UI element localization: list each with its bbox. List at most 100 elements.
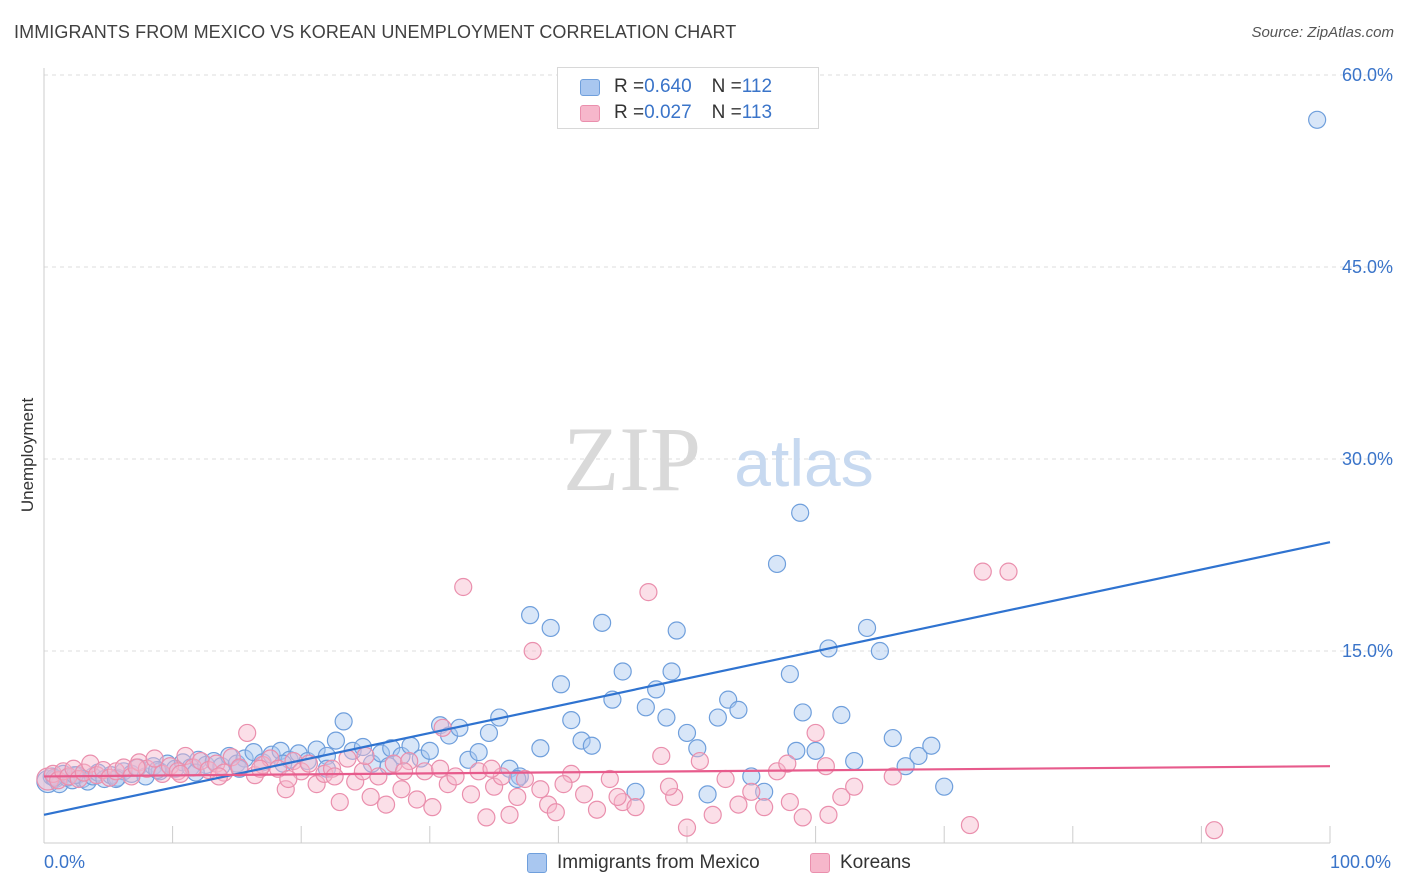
data-point (935, 777, 954, 796)
series-legend: Immigrants from Mexico Koreans (0, 852, 1406, 878)
data-point (394, 762, 414, 781)
data-point (392, 780, 411, 799)
data-point (508, 769, 527, 789)
legend-swatch-blue (580, 78, 600, 96)
data-point (326, 731, 346, 750)
data-point (334, 712, 353, 731)
data-point (742, 767, 761, 786)
data-point (659, 777, 679, 796)
legend-n-label: N = (711, 102, 742, 123)
data-point (755, 798, 774, 817)
data-point (587, 800, 607, 819)
y-tick-label: 60.0% (1342, 65, 1393, 85)
data-point (477, 808, 496, 827)
data-point (461, 785, 481, 804)
data-point (793, 808, 812, 827)
data-point (806, 741, 825, 760)
data-point (819, 805, 838, 824)
data-point (438, 775, 457, 794)
data-point (778, 754, 797, 773)
data-point (145, 749, 164, 768)
data-point (317, 759, 337, 778)
data-point (430, 759, 450, 778)
trend-line-mexico (43, 541, 1331, 816)
data-point (238, 723, 257, 743)
data-point (1308, 110, 1327, 129)
data-point (433, 718, 452, 737)
data-point (575, 785, 594, 804)
watermark: ZIP atlas (563, 408, 874, 510)
data-point (508, 787, 527, 807)
data-point (816, 757, 835, 776)
watermark-zip: ZIP (563, 408, 701, 510)
data-point (806, 723, 825, 743)
data-point (500, 805, 519, 824)
series-koreans (36, 562, 1224, 840)
legend-item-mexico: Immigrants from Mexico (527, 852, 760, 874)
data-point (454, 577, 473, 597)
data-point (857, 618, 877, 638)
data-point (546, 803, 565, 822)
data-point (407, 790, 427, 809)
data-point (171, 764, 190, 783)
data-point (361, 787, 380, 807)
data-point (562, 711, 581, 730)
legend-swatch-pink (580, 104, 600, 122)
legend-r-value: 0.027 (644, 102, 692, 123)
data-point (780, 792, 799, 812)
data-point (482, 759, 501, 778)
legend-r-label: R = (614, 76, 645, 97)
data-point (127, 758, 146, 777)
data-point (626, 782, 645, 801)
data-point (531, 739, 550, 758)
data-point (279, 769, 298, 789)
legend-row-mexico: R = 0.640 N = 112 (580, 75, 772, 99)
data-point (677, 723, 697, 743)
data-point (703, 805, 722, 824)
data-point (384, 754, 403, 773)
data-point (708, 708, 727, 727)
legend-row-koreans: R = 0.027 N = 113 (580, 101, 772, 125)
x-tick-label-max: 100.0% (1330, 852, 1392, 872)
data-point (742, 782, 761, 801)
data-point (698, 785, 717, 804)
axes (43, 68, 1331, 844)
correlation-legend: R = 0.640 N = 112 R = 0.027 N = 113 (557, 67, 819, 129)
data-point (652, 746, 671, 766)
data-point (787, 741, 806, 760)
data-point (554, 775, 573, 794)
data-point (469, 743, 488, 762)
data-point (999, 562, 1018, 581)
data-point (420, 741, 439, 760)
data-point (459, 750, 478, 769)
data-point (716, 769, 735, 789)
data-point (539, 795, 558, 814)
data-point (330, 792, 349, 812)
y-tick-label: 15.0% (1342, 641, 1393, 661)
watermark-atlas: atlas (734, 426, 873, 500)
data-point (485, 777, 504, 796)
chart-title: IMMIGRANTS FROM MEXICO VS KOREAN UNEMPLO… (14, 22, 737, 42)
data-point (767, 554, 787, 574)
legend-r-value: 0.640 (644, 76, 692, 97)
data-point (832, 787, 851, 807)
data-point (636, 698, 655, 717)
data-point (1205, 821, 1224, 840)
data-point (307, 775, 326, 794)
legend-label-mexico: Immigrants from Mexico (557, 852, 760, 873)
data-point (235, 749, 254, 768)
data-point (600, 769, 619, 789)
data-point (400, 751, 419, 771)
x-tick-label-min: 0.0% (44, 852, 86, 872)
y-tick-labels: 15.0% 30.0% 45.0% 60.0% (1342, 65, 1393, 661)
data-point (608, 787, 627, 807)
data-point (870, 641, 890, 661)
data-point (353, 762, 373, 781)
gridlines (44, 74, 1394, 652)
data-point (657, 708, 676, 727)
data-point (521, 606, 540, 625)
data-point (791, 503, 810, 522)
data-point (153, 764, 172, 783)
data-point (883, 767, 902, 786)
